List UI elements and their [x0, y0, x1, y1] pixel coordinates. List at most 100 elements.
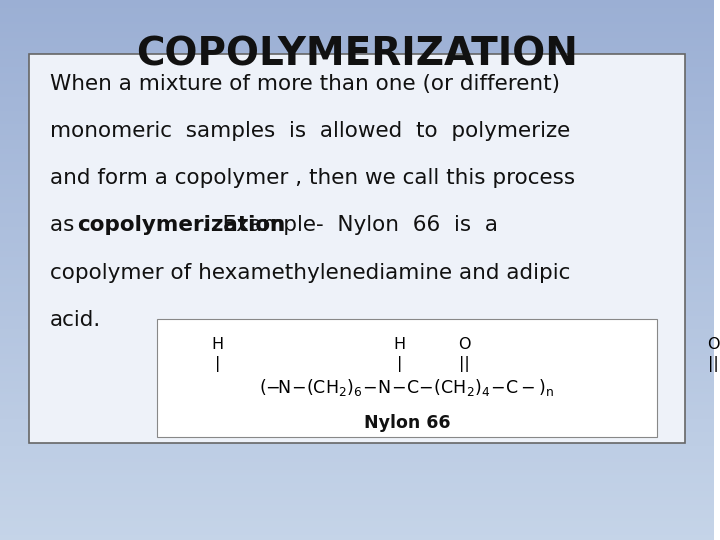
Bar — [0, 103, 714, 105]
Bar — [0, 524, 714, 526]
Bar — [0, 319, 714, 321]
Bar — [0, 424, 714, 427]
Bar — [0, 189, 714, 192]
Bar — [0, 248, 714, 251]
Bar — [0, 351, 714, 354]
Bar — [0, 186, 714, 189]
Bar — [0, 432, 714, 435]
Text: copolymerization: copolymerization — [77, 215, 285, 235]
Bar — [0, 502, 714, 505]
Bar — [0, 178, 714, 181]
Bar — [0, 173, 714, 176]
Bar — [0, 122, 714, 124]
Bar — [0, 62, 714, 65]
Bar — [0, 254, 714, 256]
Bar — [0, 338, 714, 340]
Bar — [0, 200, 714, 202]
Bar — [0, 270, 714, 273]
Bar — [0, 305, 714, 308]
Bar — [0, 259, 714, 262]
Bar — [0, 472, 714, 475]
Bar — [0, 508, 714, 510]
Bar — [0, 165, 714, 167]
Bar — [0, 73, 714, 76]
Bar — [0, 532, 714, 535]
Bar — [0, 489, 714, 491]
Bar — [0, 78, 714, 81]
Text: H: H — [212, 338, 224, 352]
Bar — [0, 154, 714, 157]
Bar — [0, 211, 714, 213]
Bar — [0, 192, 714, 194]
Bar — [0, 14, 714, 16]
Bar — [0, 343, 714, 346]
Bar — [0, 227, 714, 229]
Bar — [0, 284, 714, 286]
Bar — [0, 340, 714, 343]
Bar — [0, 86, 714, 89]
Bar — [0, 181, 714, 184]
Bar — [0, 246, 714, 248]
Text: and form a copolymer , then we call this process: and form a copolymer , then we call this… — [50, 168, 575, 188]
Bar — [0, 359, 714, 362]
Bar — [0, 294, 714, 297]
Text: COPOLYMERIZATION: COPOLYMERIZATION — [136, 35, 578, 73]
Bar — [0, 22, 714, 24]
Bar — [0, 232, 714, 235]
Text: as: as — [50, 215, 81, 235]
Bar — [0, 510, 714, 513]
Bar — [0, 364, 714, 367]
Text: ||: || — [708, 356, 719, 372]
Bar — [0, 416, 714, 418]
Bar — [0, 84, 714, 86]
Bar — [0, 448, 714, 451]
Bar — [0, 208, 714, 211]
Bar — [0, 392, 714, 394]
Bar — [0, 324, 714, 327]
Bar — [0, 335, 714, 338]
Text: Nylon 66: Nylon 66 — [364, 414, 450, 432]
Bar — [0, 397, 714, 400]
Bar — [0, 230, 714, 232]
Bar — [0, 467, 714, 470]
Bar — [0, 40, 714, 43]
Bar — [0, 286, 714, 289]
Text: O: O — [708, 338, 720, 352]
Bar — [0, 505, 714, 508]
Bar — [0, 313, 714, 316]
Bar — [0, 213, 714, 216]
Bar — [0, 167, 714, 170]
Bar — [0, 440, 714, 443]
FancyBboxPatch shape — [29, 54, 685, 443]
Bar — [0, 437, 714, 440]
Bar — [0, 19, 714, 22]
Bar — [0, 405, 714, 408]
Text: $\mathsf{(-\!N\!-\!(CH_2)_6\!-\!N\!-\!C\!-\!(CH_2)_4\!-\!C-)_n}$: $\mathsf{(-\!N\!-\!(CH_2)_6\!-\!N\!-\!C\… — [259, 377, 554, 398]
Bar — [0, 243, 714, 246]
Text: copolymer of hexamethylenediamine and adipic: copolymer of hexamethylenediamine and ad… — [50, 262, 570, 283]
Bar — [0, 216, 714, 219]
Bar — [0, 65, 714, 68]
Bar — [0, 24, 714, 27]
Bar — [0, 483, 714, 486]
Bar — [0, 462, 714, 464]
Bar — [0, 202, 714, 205]
Bar — [0, 302, 714, 305]
Bar — [0, 235, 714, 238]
Bar — [0, 402, 714, 405]
Bar — [0, 70, 714, 73]
Text: monomeric  samples  is  allowed  to  polymerize: monomeric samples is allowed to polymeri… — [50, 121, 570, 141]
Bar — [0, 486, 714, 489]
Bar — [0, 16, 714, 19]
Bar — [0, 194, 714, 197]
Bar — [0, 256, 714, 259]
Bar — [0, 157, 714, 159]
Bar — [0, 481, 714, 483]
Bar — [0, 46, 714, 49]
Bar — [0, 132, 714, 135]
Bar — [0, 49, 714, 51]
Bar — [0, 0, 714, 3]
Bar — [0, 159, 714, 162]
Bar — [0, 292, 714, 294]
Bar — [0, 92, 714, 94]
